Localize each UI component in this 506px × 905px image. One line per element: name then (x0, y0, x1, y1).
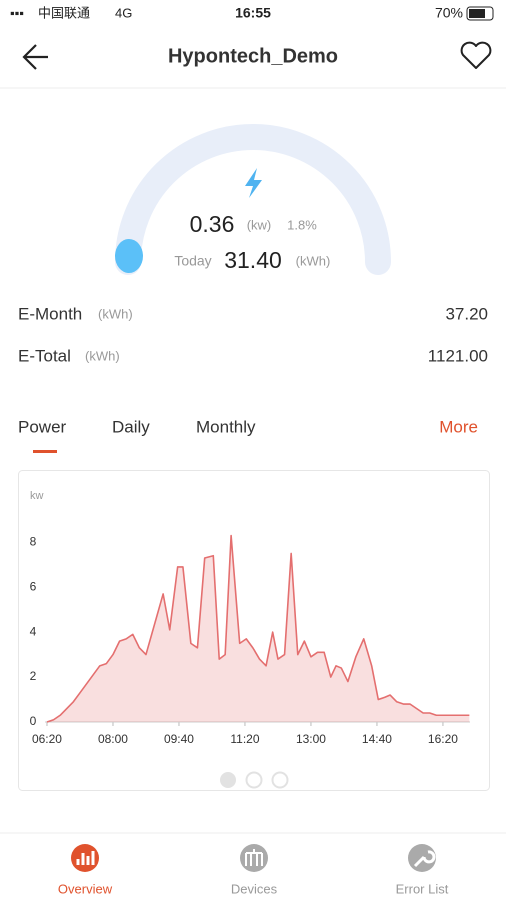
x-tick-label: 16:20 (428, 732, 458, 746)
today-label: Today (174, 253, 211, 269)
y-tick-label: 4 (30, 624, 37, 638)
gauge-arc (115, 124, 391, 275)
power-unit: (kw) (247, 217, 272, 232)
today-unit: (kWh) (296, 253, 331, 268)
area (46, 535, 470, 722)
chart-card (18, 470, 490, 791)
line (46, 534, 470, 723)
carrier: 中国联通 (38, 5, 90, 20)
tab-indicator (33, 450, 57, 453)
lightning-icon (245, 168, 262, 198)
stat-unit: (kWh) (98, 306, 133, 321)
nav-overview[interactable]: Overview (58, 844, 113, 896)
nav-icon-glyph (76, 851, 95, 865)
x-tick-label: 13:00 (296, 732, 326, 746)
nav-label: Error List (396, 881, 449, 896)
stat-label: E-Month (18, 304, 82, 323)
gauge-knob (115, 239, 143, 273)
nav-error-list[interactable]: Error List (396, 844, 449, 896)
current-power: 0.36 (190, 211, 235, 237)
x-tick-label: 11:20 (230, 732, 259, 746)
clock: 16:55 (235, 5, 271, 21)
battery-level (469, 9, 485, 18)
nav-label: Devices (231, 881, 278, 896)
more-link[interactable]: More (439, 417, 478, 436)
y-axis-label: kw (30, 490, 44, 502)
stat-label: E-Total (18, 346, 71, 365)
power-percent: 1.8% (287, 217, 317, 232)
x-tick-label: 06:20 (32, 732, 62, 746)
battery-percent: 70% (435, 5, 463, 21)
nav-icon (240, 844, 268, 872)
tab[interactable]: Daily (112, 417, 150, 436)
x-tick-label: 14:40 (362, 732, 392, 746)
stat-value: 37.20 (445, 304, 488, 323)
page-dot[interactable] (245, 771, 263, 789)
nav-label: Overview (58, 881, 113, 896)
x-tick-label: 09:40 (164, 732, 194, 746)
today-energy: 31.40 (224, 247, 282, 273)
network: 4G (115, 5, 132, 20)
status-bar: ▪▪▪ 中国联通 4G 16:55 70% (10, 5, 494, 21)
x-tick-label: 08:00 (98, 732, 128, 746)
y-tick-label: 6 (30, 579, 37, 593)
y-tick-label: 2 (30, 669, 37, 683)
nav-icon (71, 844, 99, 872)
tab[interactable]: Power (18, 417, 67, 436)
page-dot[interactable] (220, 772, 236, 788)
nav-icon-glyph (413, 850, 436, 868)
tab[interactable]: Monthly (196, 417, 256, 436)
stat-value: 1121.00 (428, 346, 488, 365)
y-tick-label: 0 (30, 714, 37, 728)
battery-icon (466, 6, 494, 21)
page-title: Hypontech_Demo (168, 45, 338, 67)
back-button[interactable] (22, 44, 48, 70)
nav-icon-glyph (245, 849, 263, 866)
y-tick-label: 8 (30, 534, 37, 548)
signal: ▪▪▪ (10, 5, 24, 20)
page-dot[interactable] (271, 771, 289, 789)
favorite-button[interactable] (460, 41, 492, 69)
chart: kw 0 2 4 6 8 06:20 08:00 09:40 11:20 13:00 14:40 16… (30, 490, 470, 746)
nav-devices[interactable]: Devices (231, 844, 278, 896)
stat-unit: (kWh) (85, 348, 120, 363)
